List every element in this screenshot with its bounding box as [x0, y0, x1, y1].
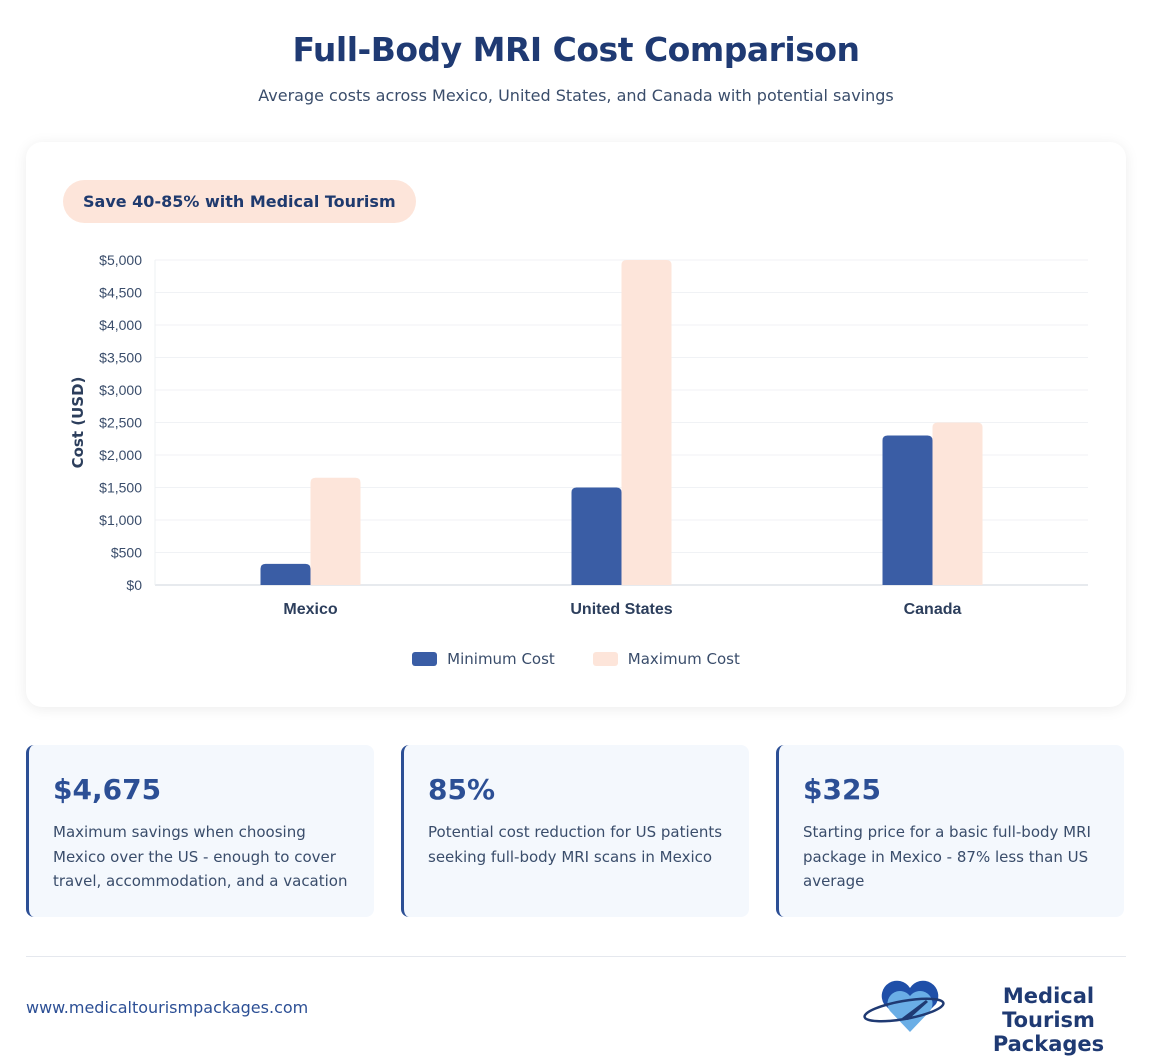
- savings-badge: Save 40-85% with Medical Tourism: [63, 180, 416, 223]
- website-link[interactable]: www.medicaltourismpackages.com: [26, 998, 309, 1017]
- y-tick-label: $0: [126, 577, 142, 593]
- stat-description: Starting price for a basic full-body MRI…: [803, 823, 1091, 890]
- stat-value: $325: [803, 773, 881, 806]
- y-tick-label: $2,000: [99, 447, 142, 463]
- y-tick-label: $4,000: [99, 317, 142, 333]
- y-tick-label: $5,000: [99, 252, 142, 268]
- legend-label: Minimum Cost: [447, 650, 555, 668]
- bar-minimum: [571, 487, 622, 585]
- y-tick-label: $3,000: [99, 382, 142, 398]
- y-tick-label: $500: [111, 545, 142, 561]
- bar-chart: $0 $500 $1,000 $1,500 $2,000 $2,500 $3,000 $3,5…: [69, 252, 1088, 618]
- heart-plane-logo-icon: [863, 980, 945, 1032]
- legend-item-minimum[interactable]: Minimum Cost: [412, 650, 555, 668]
- stat-description: Maximum savings when choosing Mexico ove…: [53, 823, 348, 890]
- page-subtitle: Average costs across Mexico, United Stat…: [258, 86, 894, 105]
- y-tick-label: $2,500: [99, 415, 142, 431]
- legend-swatch-maximum: [592, 652, 618, 666]
- x-tick-label: United States: [570, 601, 672, 618]
- bar-maximum: [932, 422, 983, 585]
- stat-value: $4,675: [53, 773, 162, 806]
- legend-swatch-minimum: [412, 652, 438, 666]
- bar-maximum: [310, 477, 361, 585]
- stat-card-reduction: 85% Potential cost reduction for US pati…: [401, 745, 749, 917]
- stat-value: 85%: [428, 773, 496, 806]
- y-axis-title: Cost (USD): [69, 377, 87, 469]
- legend-item-maximum[interactable]: Maximum Cost: [592, 650, 740, 668]
- x-tick-label: Mexico: [283, 601, 337, 618]
- footer-divider: [26, 956, 1126, 957]
- y-tick-label: $1,000: [99, 512, 142, 528]
- page-title: Full-Body MRI Cost Comparison: [292, 30, 860, 69]
- bar-minimum: [260, 563, 311, 585]
- legend-label: Maximum Cost: [627, 650, 740, 668]
- x-tick-label: Canada: [904, 601, 962, 618]
- bar-minimum: [882, 435, 933, 585]
- y-tick-label: $3,500: [99, 350, 142, 366]
- bar-maximum: [621, 260, 672, 585]
- y-tick-label: $1,500: [99, 480, 142, 496]
- stat-description: Potential cost reduction for US patients…: [428, 823, 723, 866]
- chart-legend: Minimum Cost Maximum Cost: [0, 650, 1152, 668]
- logo-text: Medical Tourism Packages: [992, 984, 1105, 1056]
- stat-card-starting-price: $325 Starting price for a basic full-bod…: [776, 745, 1124, 917]
- stat-card-savings: $4,675 Maximum savings when choosing Mex…: [26, 745, 374, 917]
- y-tick-label: $4,500: [99, 285, 142, 301]
